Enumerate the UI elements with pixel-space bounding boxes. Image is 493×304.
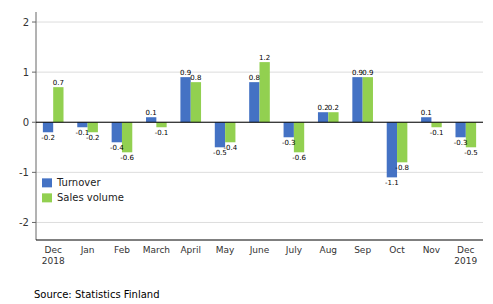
data-label: 0.2 bbox=[328, 104, 339, 112]
x-tick-label-line: May bbox=[216, 245, 235, 255]
bar bbox=[397, 122, 407, 162]
bar bbox=[191, 82, 201, 122]
bar bbox=[146, 117, 156, 122]
x-tick-label-line: March bbox=[143, 245, 170, 255]
data-label: -1.1 bbox=[385, 179, 399, 187]
data-label: -0.3 bbox=[282, 139, 296, 147]
bar bbox=[328, 112, 338, 122]
bars bbox=[43, 62, 476, 177]
data-label: -0.6 bbox=[120, 154, 134, 162]
x-tick-label-line: Aug bbox=[319, 245, 337, 255]
x-tick-label-line: Dec bbox=[457, 245, 474, 255]
bar bbox=[352, 77, 362, 122]
x-tick-label: Dec2019 bbox=[454, 245, 477, 266]
axes bbox=[36, 12, 483, 240]
y-axis-line bbox=[36, 12, 37, 240]
x-tick-label: Nov bbox=[423, 245, 441, 255]
data-label: 0.8 bbox=[190, 74, 201, 82]
legend-swatch bbox=[42, 178, 52, 187]
bar bbox=[112, 122, 122, 142]
x-tick-label-line: Jan bbox=[80, 245, 95, 255]
bar bbox=[77, 122, 87, 127]
bar bbox=[431, 122, 441, 127]
x-tick-label: April bbox=[180, 245, 201, 255]
legend-swatch bbox=[42, 193, 52, 202]
x-tick-label: March bbox=[143, 245, 170, 255]
x-tick-labels: Dec2018JanFebMarchAprilMayJuneJulyAugSep… bbox=[42, 245, 478, 266]
y-tick-label: -2 bbox=[19, 217, 29, 228]
y-tick bbox=[32, 72, 36, 73]
y-tick-label: 0 bbox=[23, 117, 29, 128]
bar bbox=[318, 112, 328, 122]
bar bbox=[455, 122, 465, 137]
x-tick-label: Oct bbox=[389, 245, 405, 255]
x-tick-label: Aug bbox=[319, 245, 337, 255]
data-label: 0.1 bbox=[421, 109, 432, 117]
bar bbox=[43, 122, 53, 132]
x-tick-label: July bbox=[285, 245, 303, 255]
y-tick bbox=[32, 22, 36, 23]
bar bbox=[180, 77, 190, 122]
data-label: 0.9 bbox=[362, 69, 373, 77]
x-tick-label: Feb bbox=[114, 245, 130, 255]
x-tick-label-line: Sep bbox=[354, 245, 371, 255]
bar bbox=[421, 117, 431, 122]
x-tick-label: Dec2018 bbox=[42, 245, 65, 266]
grid-line bbox=[36, 122, 483, 123]
x-tick-label: Sep bbox=[354, 245, 371, 255]
legend: Turnover Sales volume bbox=[42, 177, 124, 203]
legend-label: Turnover bbox=[56, 177, 101, 188]
bar bbox=[156, 122, 166, 127]
bar bbox=[260, 62, 270, 122]
zero-line bbox=[36, 122, 483, 123]
legend-label: Sales volume bbox=[57, 192, 124, 203]
x-tick-label-line: 2018 bbox=[42, 256, 65, 266]
x-tick-label: May bbox=[216, 245, 235, 255]
x-tick-label-line: Feb bbox=[114, 245, 130, 255]
data-label: -0.2 bbox=[86, 134, 100, 142]
y-tick bbox=[32, 222, 36, 223]
x-tick-label-line: June bbox=[249, 245, 270, 255]
data-labels: -0.2-0.1-0.40.10.9-0.50.8-0.30.20.9-1.10… bbox=[41, 54, 478, 187]
chart: -2 -1 0 1 2 -0.2 -0.1 -0.4 0.1 0.9 -0.5 0.8 -0.3 0.2 0… bbox=[0, 0, 493, 304]
bar bbox=[249, 82, 259, 122]
x-axis-line bbox=[36, 240, 483, 241]
y-tick-label: 2 bbox=[23, 17, 29, 28]
y-tick-label: 1 bbox=[23, 67, 29, 78]
data-label: 0.7 bbox=[53, 79, 64, 87]
data-label: -0.5 bbox=[464, 149, 478, 157]
data-label: -0.4 bbox=[110, 144, 124, 152]
data-label: -0.8 bbox=[395, 164, 409, 172]
x-tick-label-line: Oct bbox=[389, 245, 405, 255]
x-tick-label-line: April bbox=[180, 245, 201, 255]
data-label: 1.2 bbox=[259, 54, 270, 62]
x-tick-label-line: Nov bbox=[423, 245, 441, 255]
y-tick bbox=[32, 122, 36, 123]
data-label: -0.1 bbox=[155, 129, 169, 137]
data-label: -0.1 bbox=[430, 129, 444, 137]
grid-line bbox=[36, 222, 483, 223]
x-tick-label-line: 2019 bbox=[454, 256, 477, 266]
bar bbox=[363, 77, 373, 122]
data-label: -0.3 bbox=[454, 139, 468, 147]
grid-line bbox=[36, 172, 483, 173]
bar bbox=[284, 122, 294, 137]
data-label: 0.1 bbox=[146, 109, 157, 117]
source-text: Source: Statistics Finland bbox=[34, 289, 160, 300]
data-label: 0.8 bbox=[249, 74, 260, 82]
bar bbox=[294, 122, 304, 152]
x-tick-label: June bbox=[249, 245, 270, 255]
data-label: -0.6 bbox=[292, 154, 306, 162]
grid-line bbox=[36, 22, 483, 23]
grid: -2 -1 0 1 2 bbox=[19, 17, 483, 228]
x-tick-label-line: July bbox=[285, 245, 303, 255]
y-tick-label: -1 bbox=[19, 167, 29, 178]
x-tick-label: Jan bbox=[80, 245, 95, 255]
data-label: -0.2 bbox=[41, 134, 55, 142]
y-tick bbox=[32, 172, 36, 173]
data-label: -0.4 bbox=[223, 144, 237, 152]
bar bbox=[225, 122, 235, 142]
bar bbox=[53, 87, 63, 122]
x-tick-label-line: Dec bbox=[44, 245, 61, 255]
